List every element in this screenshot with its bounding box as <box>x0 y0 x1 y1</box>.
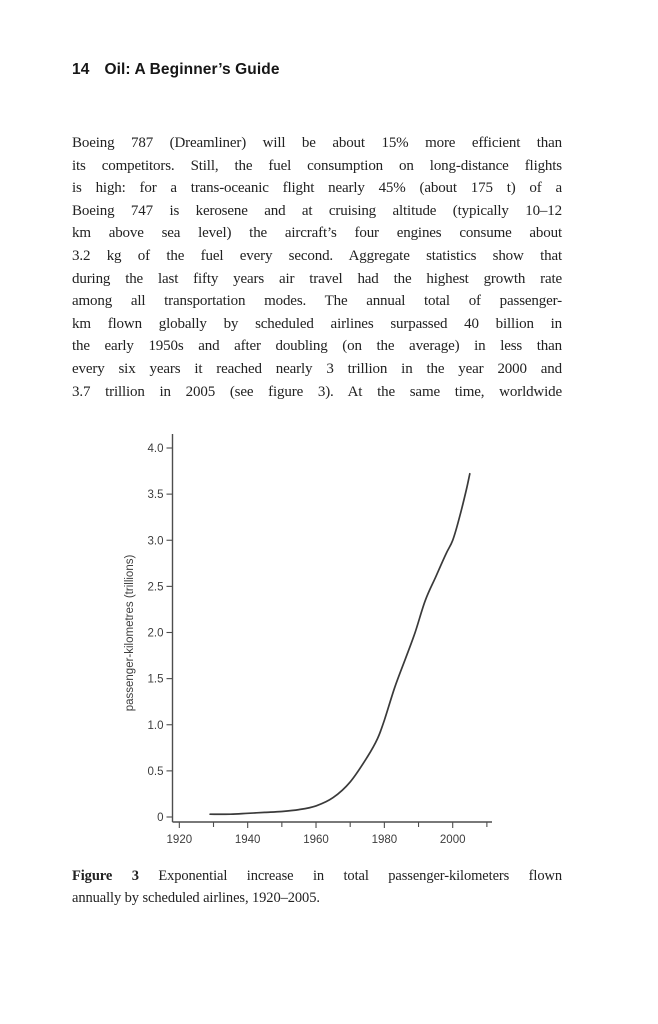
x-tick-label: 1980 <box>372 834 398 846</box>
caption-text: Exponential increase in total passenger-… <box>158 868 562 884</box>
running-header: 14 Oil: A Beginner’s Guide <box>72 61 562 79</box>
text-line: km flown globally by scheduled airlines … <box>72 315 562 332</box>
y-tick-label: 4.0 <box>148 443 164 455</box>
page-number: 14 <box>72 61 90 78</box>
x-tick-label: 1940 <box>235 834 261 846</box>
text-line: Boeing 747 is kerosene and at cruising a… <box>72 202 562 219</box>
text-line: km above sea level) the aircraft’s four … <box>72 225 562 242</box>
text-line: 3.7 trillion in 2005 (see figure 3). At … <box>72 383 562 400</box>
figure3-caption: Figure 3 Exponential increase in total p… <box>72 866 562 909</box>
y-tick-label: 0 <box>157 812 163 824</box>
text-line: 3.2 kg of the fuel every second. Aggrega… <box>72 247 562 264</box>
y-tick-label: 2.0 <box>148 628 164 640</box>
y-tick-label: 3.0 <box>148 535 164 547</box>
text-line: every six years it reached nearly 3 tril… <box>72 360 562 377</box>
x-tick-label: 2000 <box>440 834 466 846</box>
data-curve <box>209 472 471 816</box>
x-tick-label: 1920 <box>167 834 193 846</box>
text-line: Boeing 787 (Dreamliner) will be about 15… <box>72 135 562 151</box>
figure3-line-chart: 4.0 3.5 3.0 2.5 2.0 1.5 1.0 0.5 0 1920 1940 1960 198… <box>124 434 492 846</box>
figure-label: Figure 3 <box>72 868 139 884</box>
text-line: is high: for a trans-oceanic flight near… <box>72 180 562 197</box>
y-tick-label: 2.5 <box>148 581 164 593</box>
text-line: the early 1950s and after doubling (on t… <box>72 338 562 355</box>
text-line: its competitors. Still, the fuel consump… <box>72 157 562 174</box>
text-line: among all transportation modes. The annu… <box>72 293 562 310</box>
running-title: Oil: A Beginner’s Guide <box>104 61 280 78</box>
y-tick-label: 1.0 <box>148 720 164 732</box>
body-paragraph: Boeing 787 (Dreamliner) will be about 15… <box>72 132 562 403</box>
caption-line: Figure 3 Exponential increase in total p… <box>72 866 562 888</box>
caption-line: annually by scheduled airlines, 1920–200… <box>72 889 320 906</box>
x-tick-label: 1960 <box>303 834 329 846</box>
y-tick-label: 1.5 <box>148 674 164 686</box>
y-tick-label: 3.5 <box>148 489 164 501</box>
y-tick-label: 0.5 <box>148 766 164 778</box>
y-axis-title: passenger-kilometres (trillions) <box>124 555 136 712</box>
text-line: during the last fifty years air travel h… <box>72 270 562 287</box>
